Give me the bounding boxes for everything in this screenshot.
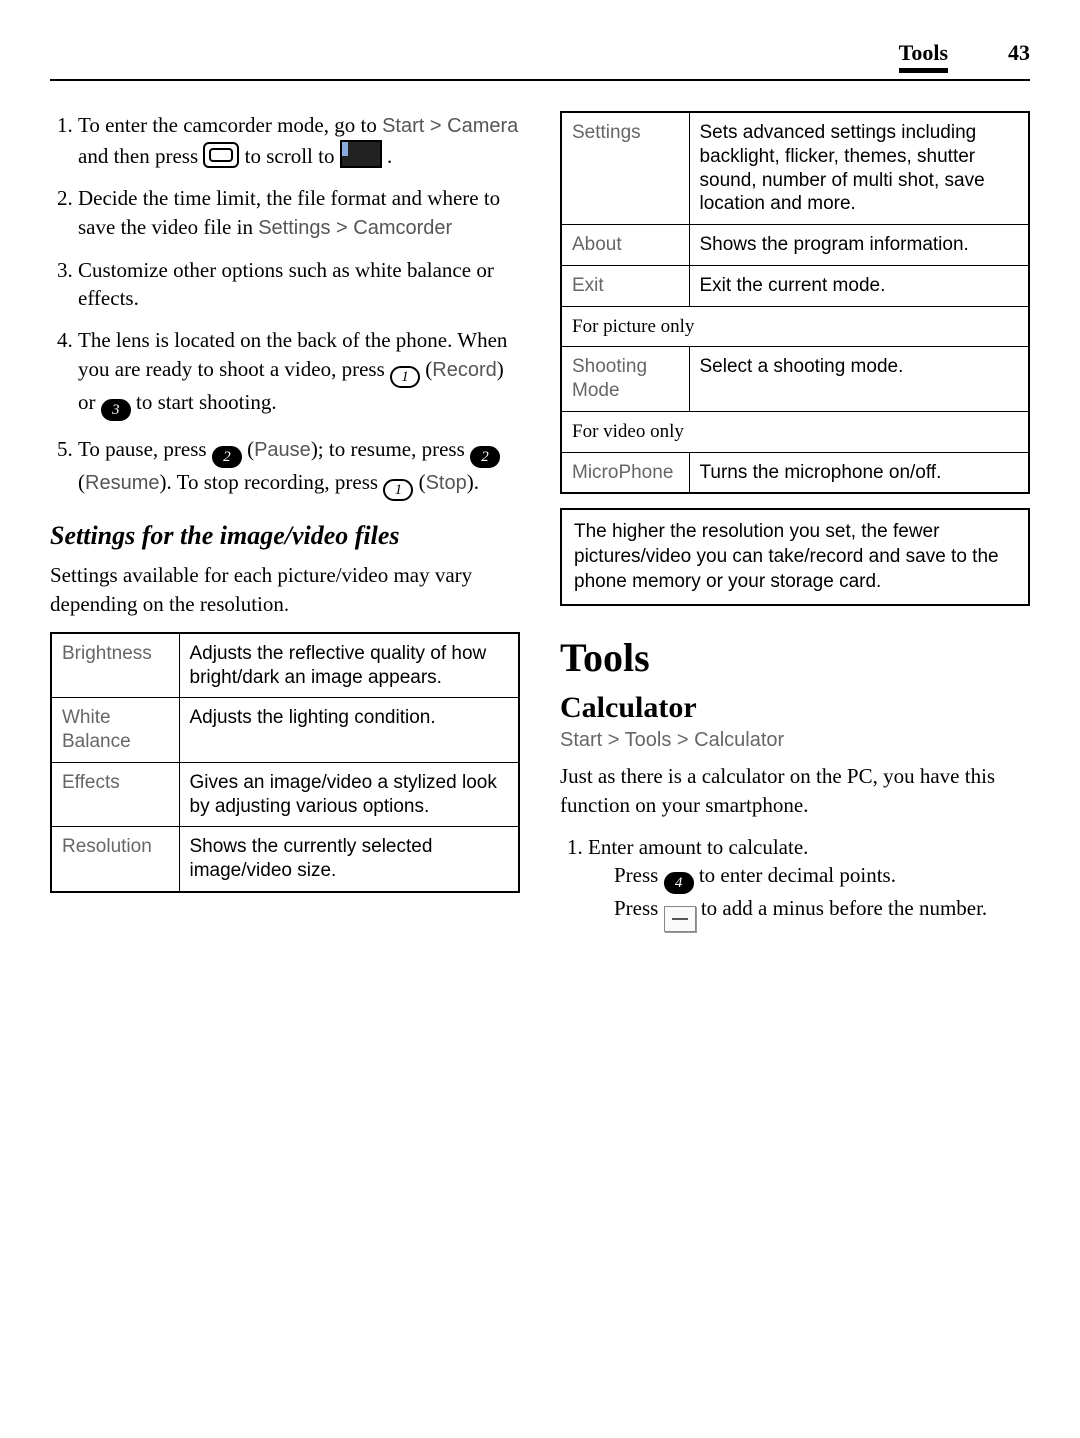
settings-heading: Settings for the image/video files xyxy=(50,521,520,551)
step-3: Customize other options such as white ba… xyxy=(78,256,520,313)
page-header: Tools 43 xyxy=(50,40,1030,81)
table-row: ExitExit the current mode. xyxy=(561,265,1029,306)
button-1-icon: 1 xyxy=(390,366,420,388)
table-section-label: For picture only xyxy=(561,306,1029,347)
setting-value: Adjusts the lighting condition. xyxy=(179,698,519,763)
setting-key: Settings xyxy=(561,112,689,225)
setting-value: Shows the currently selected image/video… xyxy=(179,827,519,892)
calculator-heading: Calculator xyxy=(560,691,1030,725)
calculator-steps: Enter amount to calculate. Press 4 to en… xyxy=(560,833,1030,932)
left-settings-table: BrightnessAdjusts the reflective quality… xyxy=(50,632,520,893)
camcorder-mode-icon xyxy=(340,140,382,168)
step-text: to enter decimal points. xyxy=(699,863,896,887)
tools-heading: Tools xyxy=(560,634,1030,681)
button-label: Stop xyxy=(426,472,467,494)
setting-value: Exit the current mode. xyxy=(689,265,1029,306)
table-row: BrightnessAdjusts the reflective quality… xyxy=(51,633,519,698)
step-text: to add a minus before the number. xyxy=(701,896,987,920)
right-column: SettingsSets advanced settings including… xyxy=(560,111,1030,952)
minus-key-icon xyxy=(664,906,696,932)
button-3-icon: 3 xyxy=(101,399,131,421)
camcorder-steps: To enter the camcorder mode, go to Start… xyxy=(50,111,520,501)
step-text: To pause, press xyxy=(78,437,212,461)
calc-step-1: Enter amount to calculate. Press 4 to en… xyxy=(588,833,1030,932)
button-label: Pause xyxy=(254,439,311,461)
header-page-number: 43 xyxy=(1008,40,1030,66)
table-row: For video only xyxy=(561,411,1029,452)
setting-key: MicroPhone xyxy=(561,452,689,493)
step-text: and then press xyxy=(78,144,203,168)
calc-substep-1: Press 4 to enter decimal points. xyxy=(614,861,1030,894)
left-column: To enter the camcorder mode, go to Start… xyxy=(50,111,520,952)
table-row: MicroPhoneTurns the microphone on/off. xyxy=(561,452,1029,493)
header-section: Tools xyxy=(899,40,948,73)
button-4-icon: 4 xyxy=(664,872,694,894)
setting-value: Select a shooting mode. xyxy=(689,347,1029,412)
step-1: To enter the camcorder mode, go to Start… xyxy=(78,111,520,170)
setting-key: About xyxy=(561,225,689,266)
step-text: Press xyxy=(614,896,664,920)
button-label: Resume xyxy=(85,472,159,494)
step-text: . xyxy=(387,144,392,168)
table-row: White BalanceAdjusts the lighting condit… xyxy=(51,698,519,763)
setting-value: Sets advanced settings including backlig… xyxy=(689,112,1029,225)
table-row: For picture only xyxy=(561,306,1029,347)
step-text: to scroll to xyxy=(245,144,340,168)
setting-key: White Balance xyxy=(51,698,179,763)
content-columns: To enter the camcorder mode, go to Start… xyxy=(50,111,1030,952)
button-1-icon: 1 xyxy=(383,479,413,501)
button-2-icon: 2 xyxy=(470,446,500,468)
table-row: EffectsGives an image/video a stylized l… xyxy=(51,762,519,827)
step-text: To enter the camcorder mode, go to xyxy=(78,113,382,137)
setting-value: Shows the program information. xyxy=(689,225,1029,266)
calculator-path: Start > Tools > Calculator xyxy=(560,729,1030,752)
setting-key: Shooting Mode xyxy=(561,347,689,412)
table-row: ResolutionShows the currently selected i… xyxy=(51,827,519,892)
step-text: ( xyxy=(78,470,85,494)
step-text: ). xyxy=(467,470,479,494)
resolution-note: The higher the resolution you set, the f… xyxy=(560,508,1030,606)
setting-value: Adjusts the reflective quality of how br… xyxy=(179,633,519,698)
table-section-label: For video only xyxy=(561,411,1029,452)
step-2: Decide the time limit, the file format a… xyxy=(78,184,520,241)
setting-key: Effects xyxy=(51,762,179,827)
calc-substep-2: Press to add a minus before the number. xyxy=(614,894,1030,932)
table-row: SettingsSets advanced settings including… xyxy=(561,112,1029,225)
button-label: Record xyxy=(432,359,496,381)
setting-value: Turns the microphone on/off. xyxy=(689,452,1029,493)
step-text: Enter amount to calculate. xyxy=(588,835,808,859)
setting-key: Exit xyxy=(561,265,689,306)
step-5: To pause, press 2 ( Pause); to resume, pr… xyxy=(78,435,520,501)
step-text: to start shooting. xyxy=(136,390,277,414)
settings-intro: Settings available for each picture/vide… xyxy=(50,561,520,618)
setting-key: Brightness xyxy=(51,633,179,698)
button-2-icon: 2 xyxy=(212,446,242,468)
ui-path: Settings > Camcorder xyxy=(258,217,452,239)
step-4: The lens is located on the back of the p… xyxy=(78,326,520,421)
right-settings-table: SettingsSets advanced settings including… xyxy=(560,111,1030,494)
step-text: ); to resume, press xyxy=(311,437,470,461)
setting-key: Resolution xyxy=(51,827,179,892)
step-text: Press xyxy=(614,863,664,887)
step-text: ). To stop recording, press xyxy=(159,470,383,494)
step-text: Customize other options such as white ba… xyxy=(78,258,494,310)
thumb-button-icon xyxy=(203,142,239,168)
table-row: AboutShows the program information. xyxy=(561,225,1029,266)
table-row: Shooting ModeSelect a shooting mode. xyxy=(561,347,1029,412)
calculator-body: Just as there is a calculator on the PC,… xyxy=(560,762,1030,819)
ui-path: Start > Camera xyxy=(382,115,518,137)
setting-value: Gives an image/video a stylized look by … xyxy=(179,762,519,827)
step-text: ( xyxy=(419,470,426,494)
